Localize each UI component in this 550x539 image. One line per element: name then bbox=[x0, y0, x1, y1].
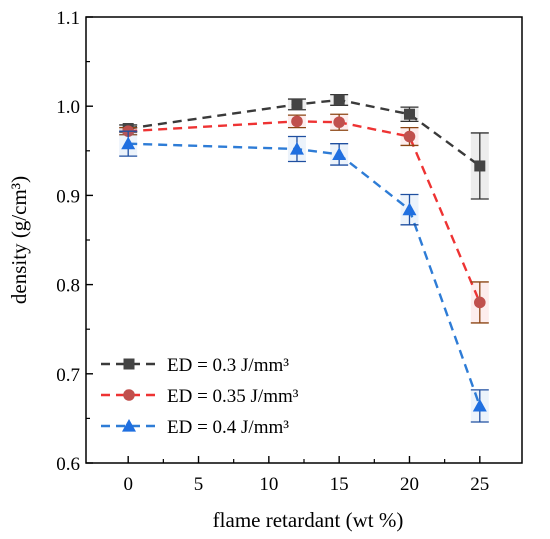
x-tick-label: 25 bbox=[470, 474, 489, 495]
data-point bbox=[474, 160, 486, 172]
data-point bbox=[332, 147, 347, 160]
data-point bbox=[403, 130, 416, 143]
data-point bbox=[402, 202, 417, 216]
data-point bbox=[472, 398, 487, 412]
y-tick-label: 0.7 bbox=[56, 365, 80, 386]
data-point bbox=[291, 98, 303, 110]
legend-item-2: ED = 0.35 J/mm³ bbox=[101, 386, 299, 407]
data-point bbox=[289, 142, 304, 155]
legend-item-1: ED = 0.3 J/mm³ bbox=[101, 355, 289, 376]
y-tick-label: 0.8 bbox=[56, 276, 80, 297]
data-point bbox=[333, 116, 345, 129]
data-point bbox=[474, 296, 486, 309]
legend-label: ED = 0.3 J/mm³ bbox=[167, 355, 289, 376]
x-tick-label: 5 bbox=[194, 474, 204, 495]
x-axis-title: flame retardant (wt %) bbox=[213, 508, 404, 532]
y-tick-label: 1.0 bbox=[56, 97, 80, 118]
x-tick-label: 20 bbox=[400, 474, 419, 495]
series-3 bbox=[119, 130, 489, 423]
legend-swatch-marker bbox=[123, 358, 135, 370]
data-point bbox=[333, 94, 345, 106]
x-tick-label: 10 bbox=[259, 474, 278, 495]
x-tick-label: 15 bbox=[330, 474, 349, 495]
x-tick-label: 0 bbox=[123, 474, 133, 495]
legend-item-3: ED = 0.4 J/mm³ bbox=[101, 417, 289, 438]
data-point bbox=[291, 115, 303, 128]
y-tick-label: 1.1 bbox=[56, 8, 80, 29]
y-tick-label: 0.9 bbox=[56, 186, 80, 207]
legend-swatch-marker bbox=[122, 419, 136, 432]
legend-label: ED = 0.35 J/mm³ bbox=[167, 386, 299, 407]
y-tick-label: 0.6 bbox=[56, 454, 80, 475]
y-axis-title: density (g/cm³) bbox=[7, 176, 31, 304]
data-point bbox=[403, 108, 415, 120]
legend-swatch-marker bbox=[123, 389, 135, 401]
legend-label: ED = 0.4 J/mm³ bbox=[167, 417, 289, 438]
data-point bbox=[121, 136, 136, 150]
